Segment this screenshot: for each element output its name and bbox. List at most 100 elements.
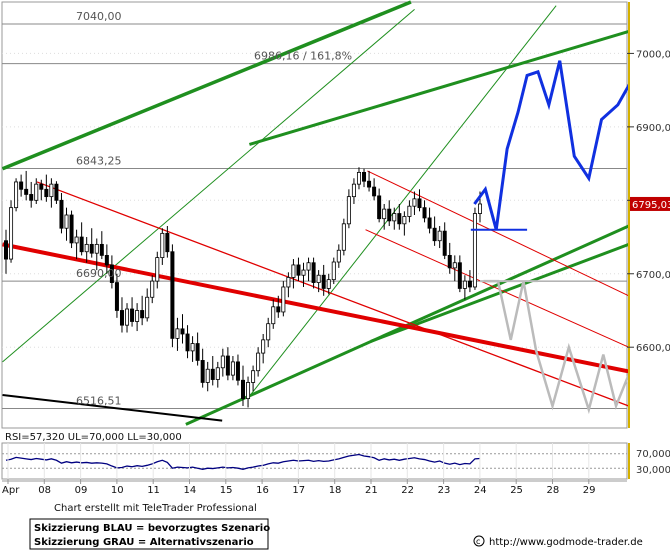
candle-body xyxy=(240,379,245,400)
candle-body xyxy=(276,306,281,313)
main-plot-frame xyxy=(1,1,628,429)
candle-body xyxy=(34,183,39,201)
candle-body xyxy=(291,264,296,278)
candle-body xyxy=(225,355,230,376)
candle-body xyxy=(301,269,306,276)
candle-body xyxy=(230,361,235,376)
scenario-legend-box xyxy=(29,518,269,550)
candle-body xyxy=(412,198,417,207)
trendline xyxy=(1,0,412,171)
rsi-label: RSI=57,320 UL=70,000 LL=30,000 xyxy=(5,432,182,443)
trendline xyxy=(365,229,629,348)
candle-body xyxy=(74,236,79,244)
candle-body xyxy=(432,227,437,242)
candle-body xyxy=(14,181,19,209)
candle-body xyxy=(341,223,346,251)
candle-body xyxy=(135,310,140,322)
candle-body xyxy=(145,296,150,319)
candle-body xyxy=(205,368,210,383)
chart-attribution: Chart erstellt mit TeleTrader Profession… xyxy=(54,503,257,514)
x-tick-label: 17 xyxy=(292,485,305,496)
candle-body xyxy=(407,205,412,217)
candle-body xyxy=(382,208,387,220)
x-tick-label: 24 xyxy=(474,485,487,496)
candle-body xyxy=(185,333,190,352)
candle-body xyxy=(155,257,160,282)
copyright-icon-letter: c xyxy=(476,537,480,546)
candle-body xyxy=(311,262,316,283)
x-tick-label: 15 xyxy=(220,485,233,496)
candle-body xyxy=(331,261,336,281)
trendline xyxy=(248,29,630,146)
candle-body xyxy=(19,181,24,190)
level-label-layer: 7040,00 6986,16 / 161,8% 6843,25 6690,00 651… xyxy=(76,10,352,407)
candle-body xyxy=(372,186,377,197)
candle-body xyxy=(190,343,195,352)
candle-body xyxy=(351,183,356,198)
candle-body xyxy=(84,243,89,253)
candle-body xyxy=(64,214,69,229)
x-tick-label: 16 xyxy=(256,485,269,496)
candle-body xyxy=(175,328,180,339)
candle-body xyxy=(160,232,165,259)
candle-body xyxy=(377,195,382,220)
candle-body xyxy=(235,361,240,381)
candle-body xyxy=(392,213,397,222)
source-url-text[interactable]: http://www.godmode-trader.de xyxy=(489,537,643,548)
scenario-legend-blue: Skizzierung BLAU = bevorzugtes Szenario xyxy=(34,523,270,534)
candle-body xyxy=(215,367,220,380)
copyright-icon xyxy=(473,535,485,547)
candle-body xyxy=(200,360,205,383)
candle-body xyxy=(44,188,49,198)
level-label: 6843,25 xyxy=(76,155,122,168)
candle-body xyxy=(281,286,286,313)
candle-layer xyxy=(4,167,482,408)
candle-body xyxy=(472,213,477,288)
x-tick-label: 23 xyxy=(438,485,451,496)
candle-body xyxy=(125,308,130,326)
rsi-tick-70: 70,000 xyxy=(636,449,670,460)
x-tick-label: 08 xyxy=(38,485,51,496)
candle-body xyxy=(437,230,442,242)
x-axis-tick-layer: Apr 08 09 10 11 14 15 16 17 18 21 22 23 24 25 28 29 xyxy=(2,443,596,496)
candle-body xyxy=(457,262,462,289)
last-price-tag xyxy=(630,196,670,211)
candle-body xyxy=(271,306,276,325)
candle-body xyxy=(261,339,266,354)
y-tick-label: 6600,00 xyxy=(636,343,670,354)
x-tick-label: 18 xyxy=(329,485,342,496)
x-tick-label: 25 xyxy=(510,485,523,496)
x-tick-label: 28 xyxy=(547,485,560,496)
y-tick-label: 6900,00 xyxy=(636,123,670,134)
candle-body xyxy=(397,213,402,225)
source-url[interactable]: c http://www.godmode-trader.de xyxy=(473,535,643,548)
candle-body xyxy=(422,207,427,219)
candle-body xyxy=(89,243,94,254)
x-tick-label: 29 xyxy=(583,485,596,496)
trendline xyxy=(2,393,223,422)
level-label: 7040,00 xyxy=(76,10,122,23)
trendline xyxy=(367,170,629,297)
trendline xyxy=(36,181,629,407)
x-tick-label: 22 xyxy=(401,485,414,496)
x-tick-label: 11 xyxy=(147,485,160,496)
candle-body xyxy=(266,323,271,341)
candle-body xyxy=(477,203,482,214)
candle-body xyxy=(316,274,321,283)
candle-body xyxy=(69,214,74,244)
candle-body xyxy=(296,264,301,276)
candle-body xyxy=(180,328,185,335)
candle-body xyxy=(94,243,99,254)
candle-body xyxy=(251,370,256,383)
candle-body xyxy=(306,262,311,271)
candle-body xyxy=(24,188,29,195)
candle-body xyxy=(220,355,225,369)
rsi-tick-30: 30,000 xyxy=(636,465,670,476)
candle-body xyxy=(356,171,361,185)
candle-body xyxy=(140,310,145,319)
rsi-layer xyxy=(2,453,627,470)
candle-body xyxy=(346,196,351,225)
level-label: 6516,51 xyxy=(76,395,122,408)
rsi-line xyxy=(5,453,481,470)
scenario-legend-grey: Skizzierung GRAU = Alternativszenario xyxy=(34,537,254,548)
